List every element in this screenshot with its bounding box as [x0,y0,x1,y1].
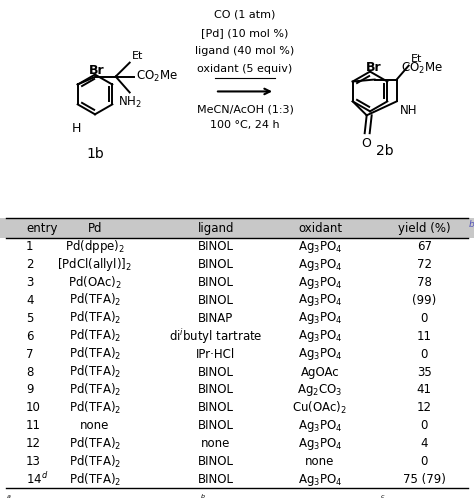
Text: 6: 6 [26,330,34,343]
Text: entry: entry [26,222,57,234]
Text: Pd(TFA)$_2$: Pd(TFA)$_2$ [69,454,121,470]
Text: $^a$: $^a$ [6,493,11,502]
Text: Ag$_3$PO$_4$: Ag$_3$PO$_4$ [298,292,342,308]
Text: 0: 0 [420,455,428,468]
Text: BINOL: BINOL [198,294,234,307]
Text: none: none [305,455,335,468]
Text: AgOAc: AgOAc [301,366,339,379]
Bar [0,218,474,238]
Text: Ag$_3$PO$_4$: Ag$_3$PO$_4$ [298,275,342,291]
Text: Et: Et [410,54,422,63]
Text: oxidant (5 equiv): oxidant (5 equiv) [197,63,292,73]
Text: CO (1 atm): CO (1 atm) [214,10,276,20]
Text: 5: 5 [26,312,34,325]
Text: MeCN/AcOH (1:3): MeCN/AcOH (1:3) [197,104,293,114]
Text: 0: 0 [420,420,428,432]
Text: Ag$_3$PO$_4$: Ag$_3$PO$_4$ [298,328,342,344]
Text: Pd(TFA)$_2$: Pd(TFA)$_2$ [69,382,121,398]
Text: Pd(dppe)$_2$: Pd(dppe)$_2$ [65,238,125,255]
Text: 72: 72 [417,258,432,271]
Text: 1b: 1b [86,147,104,161]
Text: Pd(TFA)$_2$: Pd(TFA)$_2$ [69,346,121,362]
Text: Cu(OAc)$_2$: Cu(OAc)$_2$ [292,400,347,416]
Text: 10: 10 [26,401,41,414]
Text: Pd(TFA)$_2$: Pd(TFA)$_2$ [69,310,121,326]
Text: 35: 35 [417,366,432,379]
Text: 8: 8 [26,366,34,379]
Text: Pd: Pd [88,222,102,234]
Text: BINOL: BINOL [198,455,234,468]
Text: 4: 4 [420,437,428,450]
Text: none: none [80,420,109,432]
Text: 13: 13 [26,455,41,468]
Text: BINOL: BINOL [198,383,234,396]
Text: Ag$_2$CO$_3$: Ag$_2$CO$_3$ [297,382,343,398]
Text: Pd(TFA)$_2$: Pd(TFA)$_2$ [69,292,121,308]
Text: 67: 67 [417,240,432,253]
Text: 7: 7 [26,348,34,361]
Text: [Pd] (10 mol %): [Pd] (10 mol %) [201,28,289,38]
Text: IPr·HCl: IPr·HCl [196,348,235,361]
Text: Ag$_3$PO$_4$: Ag$_3$PO$_4$ [298,310,342,326]
Text: Pd(TFA)$_2$: Pd(TFA)$_2$ [69,436,121,452]
Text: $^c$: $^c$ [380,493,385,502]
Text: 0: 0 [420,312,428,325]
Text: BINOL: BINOL [198,420,234,432]
Text: Et: Et [132,51,143,61]
Text: di$^i$butyl tartrate: di$^i$butyl tartrate [169,327,263,346]
Text: 14$^d$: 14$^d$ [26,472,48,487]
Text: 78: 78 [417,276,432,289]
Text: 0: 0 [420,348,428,361]
Text: $^b$: $^b$ [200,493,206,502]
Text: H: H [72,122,81,135]
Text: Ag$_3$PO$_4$: Ag$_3$PO$_4$ [298,346,342,362]
Text: BINOL: BINOL [198,258,234,271]
Text: Ag$_3$PO$_4$: Ag$_3$PO$_4$ [298,471,342,487]
Text: 12: 12 [417,401,432,414]
Text: BINOL: BINOL [198,473,234,486]
Text: 75 (79): 75 (79) [403,473,446,486]
Text: yield (%): yield (%) [398,222,451,234]
Text: 3: 3 [26,276,34,289]
Text: oxidant: oxidant [298,222,342,234]
Text: 11: 11 [26,420,41,432]
Text: ligand: ligand [197,222,234,234]
Text: Ag$_3$PO$_4$: Ag$_3$PO$_4$ [298,436,342,452]
Text: none: none [201,437,230,450]
Text: 2b: 2b [376,144,394,158]
Text: Pd(TFA)$_2$: Pd(TFA)$_2$ [69,400,121,416]
Text: NH: NH [400,105,417,117]
Text: BINOL: BINOL [198,366,234,379]
Text: (99): (99) [412,294,437,307]
Text: BINAP: BINAP [198,312,233,325]
Text: Ag$_3$PO$_4$: Ag$_3$PO$_4$ [298,418,342,434]
Text: Pd(TFA)$_2$: Pd(TFA)$_2$ [69,471,121,487]
Text: O: O [362,137,372,150]
Text: CO$_2$Me: CO$_2$Me [401,60,443,75]
Text: CO$_2$Me: CO$_2$Me [136,69,178,84]
Text: BINOL: BINOL [198,276,234,289]
Text: BINOL: BINOL [198,240,234,253]
Text: 100 °C, 24 h: 100 °C, 24 h [210,120,280,130]
Text: Pd(OAc)$_2$: Pd(OAc)$_2$ [68,275,122,291]
Text: 12: 12 [26,437,41,450]
Text: b,c: b,c [468,220,474,228]
Text: NH$_2$: NH$_2$ [118,95,142,110]
Text: Ag$_3$PO$_4$: Ag$_3$PO$_4$ [298,257,342,273]
Text: Ag$_3$PO$_4$: Ag$_3$PO$_4$ [298,239,342,255]
Text: Br: Br [366,60,381,73]
Text: 4: 4 [26,294,34,307]
Text: 41: 41 [417,383,432,396]
Text: [PdCl(allyl)]$_2$: [PdCl(allyl)]$_2$ [57,256,132,273]
Text: Pd(TFA)$_2$: Pd(TFA)$_2$ [69,364,121,380]
Text: BINOL: BINOL [198,401,234,414]
Text: ligand (40 mol %): ligand (40 mol %) [195,46,295,56]
Text: Br: Br [89,63,104,76]
Text: Pd(TFA)$_2$: Pd(TFA)$_2$ [69,328,121,345]
Text: 11: 11 [417,330,432,343]
Text: 2: 2 [26,258,34,271]
Text: 1: 1 [26,240,34,253]
Text: 9: 9 [26,383,34,396]
